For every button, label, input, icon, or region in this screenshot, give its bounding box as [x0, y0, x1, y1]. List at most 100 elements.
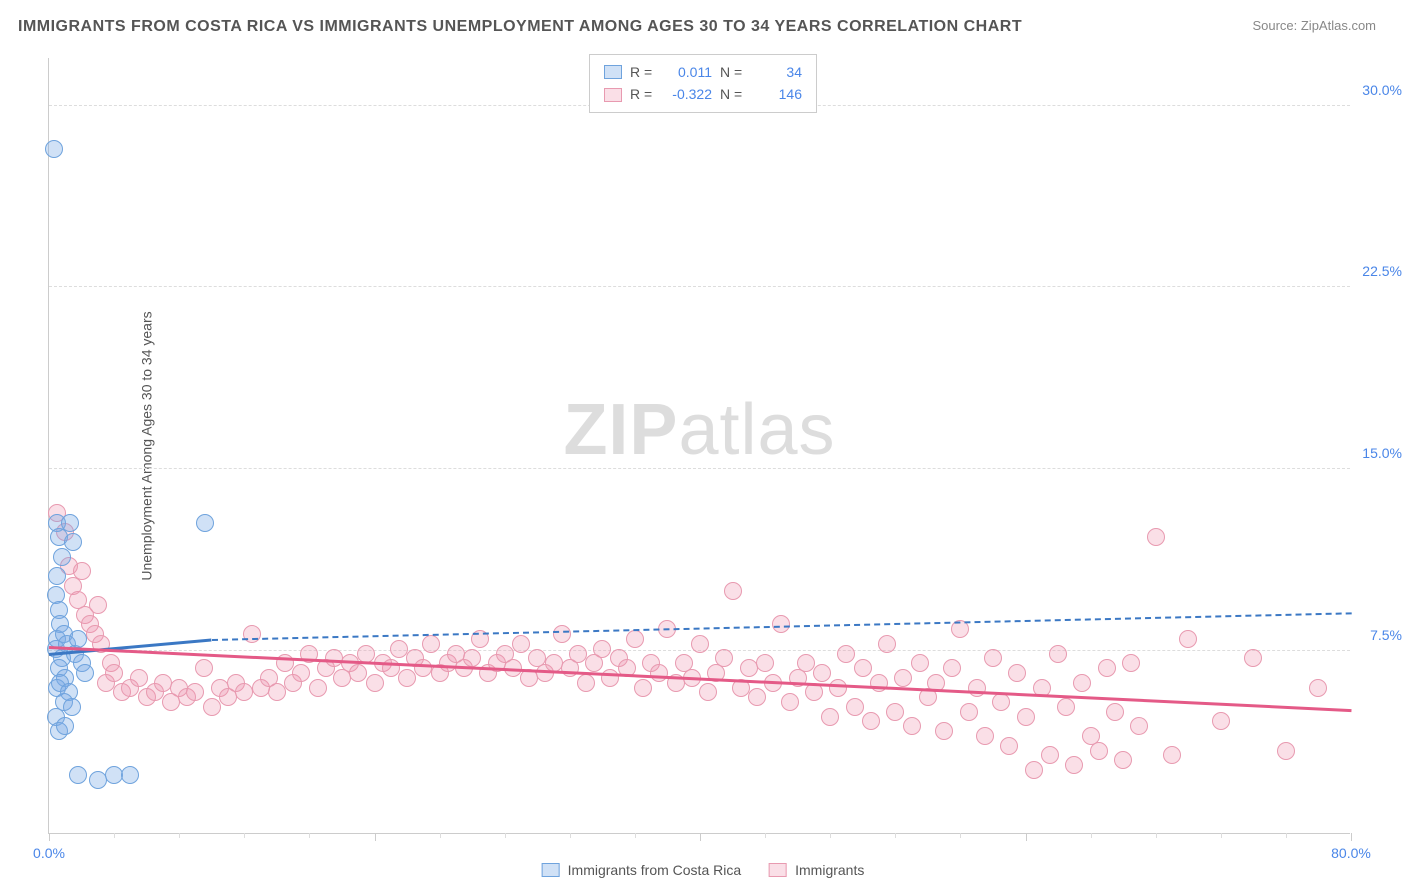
- legend-item-immigrants: Immigrants: [769, 862, 864, 878]
- x-tick-minor: [440, 833, 441, 838]
- legend-label: Immigrants: [795, 862, 864, 878]
- x-tick-minor: [765, 833, 766, 838]
- scatter-point-immigrants: [1017, 708, 1035, 726]
- scatter-point-immigrants: [1130, 717, 1148, 735]
- x-tick-major: [49, 833, 50, 841]
- legend-label: Immigrants from Costa Rica: [568, 862, 741, 878]
- scatter-point-immigrants: [1277, 742, 1295, 760]
- scatter-point-immigrants: [911, 654, 929, 672]
- n-value: 146: [756, 83, 802, 105]
- scatter-point-immigrants: [1106, 703, 1124, 721]
- legend-item-costa-rica: Immigrants from Costa Rica: [542, 862, 741, 878]
- scatter-point-immigrants: [984, 649, 1002, 667]
- scatter-point-immigrants: [992, 693, 1010, 711]
- scatter-point-immigrants: [854, 659, 872, 677]
- y-tick-label: 30.0%: [1362, 82, 1402, 98]
- swatch-immigrants-icon: [769, 863, 787, 877]
- scatter-point-immigrants: [577, 674, 595, 692]
- scatter-point-costa-rica: [45, 140, 63, 158]
- x-tick-major: [700, 833, 701, 841]
- x-tick-major: [1351, 833, 1352, 841]
- source-label: Source: ZipAtlas.com: [1252, 18, 1376, 33]
- scatter-point-costa-rica: [196, 514, 214, 532]
- scatter-point-immigrants: [73, 562, 91, 580]
- scatter-point-immigrants: [512, 635, 530, 653]
- scatter-point-immigrants: [398, 669, 416, 687]
- scatter-point-immigrants: [1114, 751, 1132, 769]
- x-tick-major: [1026, 833, 1027, 841]
- scatter-point-immigrants: [846, 698, 864, 716]
- r-value: -0.322: [666, 83, 712, 105]
- x-tick-major: [375, 833, 376, 841]
- scatter-point-immigrants: [414, 659, 432, 677]
- scatter-point-immigrants: [1041, 746, 1059, 764]
- scatter-point-immigrants: [715, 649, 733, 667]
- scatter-point-immigrants: [1065, 756, 1083, 774]
- scatter-point-immigrants: [325, 649, 343, 667]
- legend-series: Immigrants from Costa Rica Immigrants: [542, 862, 865, 878]
- scatter-point-immigrants: [943, 659, 961, 677]
- scatter-point-immigrants: [1073, 674, 1091, 692]
- n-label: N =: [720, 83, 748, 105]
- x-tick-minor: [505, 833, 506, 838]
- x-tick-minor: [830, 833, 831, 838]
- n-value: 34: [756, 61, 802, 83]
- scatter-point-costa-rica: [64, 533, 82, 551]
- scatter-point-immigrants: [601, 669, 619, 687]
- scatter-point-immigrants: [1122, 654, 1140, 672]
- chart-plot-area: ZIPatlas 7.5%15.0%22.5%30.0%0.0%80.0%: [48, 58, 1350, 834]
- scatter-point-immigrants: [935, 722, 953, 740]
- scatter-point-immigrants: [130, 669, 148, 687]
- scatter-point-immigrants: [837, 645, 855, 663]
- scatter-point-immigrants: [903, 717, 921, 735]
- scatter-point-immigrants: [1025, 761, 1043, 779]
- scatter-point-immigrants: [195, 659, 213, 677]
- scatter-point-immigrants: [813, 664, 831, 682]
- y-tick-label: 7.5%: [1370, 627, 1402, 643]
- scatter-point-immigrants: [691, 635, 709, 653]
- scatter-point-immigrants: [154, 674, 172, 692]
- scatter-point-immigrants: [366, 674, 384, 692]
- scatter-point-immigrants: [797, 654, 815, 672]
- scatter-point-immigrants: [357, 645, 375, 663]
- scatter-point-costa-rica: [69, 630, 87, 648]
- x-tick-minor: [960, 833, 961, 838]
- scatter-point-immigrants: [821, 708, 839, 726]
- x-tick-minor: [309, 833, 310, 838]
- x-tick-minor: [895, 833, 896, 838]
- scatter-point-immigrants: [422, 635, 440, 653]
- x-tick-minor: [1156, 833, 1157, 838]
- scatter-point-immigrants: [862, 712, 880, 730]
- x-tick-minor: [635, 833, 636, 838]
- x-tick-minor: [244, 833, 245, 838]
- scatter-point-immigrants: [626, 630, 644, 648]
- scatter-point-immigrants: [1000, 737, 1018, 755]
- scatter-point-immigrants: [1163, 746, 1181, 764]
- scatter-point-immigrants: [748, 688, 766, 706]
- scatter-point-immigrants: [1098, 659, 1116, 677]
- gridline: [49, 286, 1350, 287]
- x-tick-minor: [1221, 833, 1222, 838]
- scatter-point-immigrants: [186, 683, 204, 701]
- x-tick-minor: [114, 833, 115, 838]
- r-label: R =: [630, 83, 658, 105]
- scatter-point-immigrants: [1008, 664, 1026, 682]
- scatter-point-immigrants: [781, 693, 799, 711]
- scatter-point-costa-rica: [61, 514, 79, 532]
- chart-title: IMMIGRANTS FROM COSTA RICA VS IMMIGRANTS…: [18, 18, 1022, 36]
- scatter-point-immigrants: [886, 703, 904, 721]
- watermark-light: atlas: [678, 390, 835, 470]
- scatter-point-immigrants: [634, 679, 652, 697]
- scatter-point-immigrants: [1057, 698, 1075, 716]
- scatter-point-immigrants: [89, 596, 107, 614]
- swatch-costa-rica-icon: [604, 65, 622, 79]
- r-value: 0.011: [666, 61, 712, 83]
- n-label: N =: [720, 61, 748, 83]
- watermark-bold: ZIP: [563, 390, 678, 470]
- scatter-point-immigrants: [349, 664, 367, 682]
- scatter-point-immigrants: [1090, 742, 1108, 760]
- scatter-point-immigrants: [309, 679, 327, 697]
- scatter-point-immigrants: [772, 615, 790, 633]
- scatter-point-immigrants: [1179, 630, 1197, 648]
- scatter-point-immigrants: [463, 649, 481, 667]
